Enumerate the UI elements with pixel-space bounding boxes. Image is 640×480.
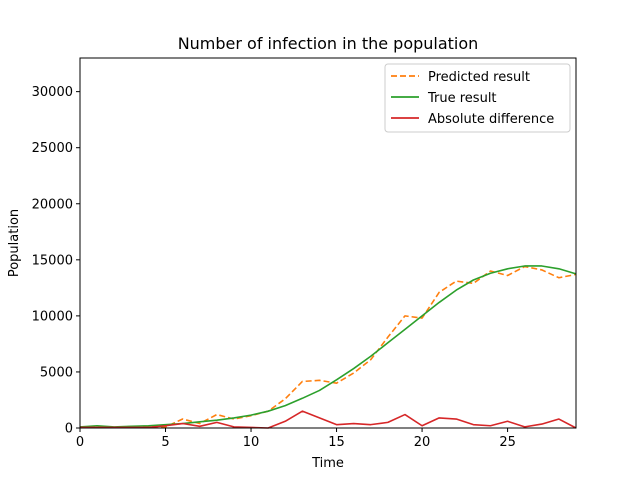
x-axis: 0 5 10 15 20 25 [76, 428, 516, 450]
y-axis-label: Population [7, 209, 22, 277]
x-tick-label: 15 [328, 435, 345, 450]
series-line-true-result [79, 265, 577, 428]
y-tick-label: 10000 [32, 309, 73, 324]
series-layer [79, 265, 577, 429]
y-tick-label: 25000 [32, 141, 73, 156]
y-tick-label: 15000 [32, 253, 73, 268]
legend-frame [384, 63, 571, 133]
x-tick-label: 10 [243, 435, 260, 450]
y-tick-label: 20000 [32, 197, 73, 212]
x-tick-label: 5 [161, 435, 169, 450]
legend-label: Predicted result [428, 70, 530, 85]
x-tick-label: 25 [499, 435, 516, 450]
series-line-absolute-difference [80, 410, 577, 429]
legend-label: True result [427, 91, 497, 106]
legend-label: Absolute difference [428, 112, 554, 127]
chart-title: Number of infection in the population [178, 34, 479, 53]
legend: Predicted result True result Absolute diff… [384, 63, 571, 133]
y-axis: 0 5000 10000 15000 20000 25000 30000 [32, 85, 80, 437]
y-tick-label: 30000 [32, 85, 73, 100]
x-tick-label: 0 [76, 435, 84, 450]
x-axis-label: Time [311, 456, 344, 471]
x-tick-label: 20 [414, 435, 431, 450]
y-tick-label: 5000 [40, 365, 73, 380]
y-tick-label: 0 [65, 422, 73, 437]
plot-frame [79, 57, 577, 429]
